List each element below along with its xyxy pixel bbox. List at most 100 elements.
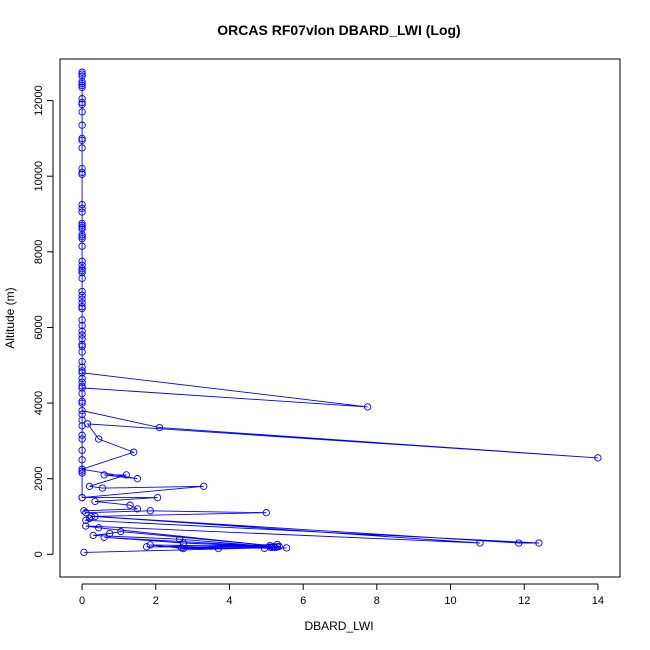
data-point-74 [83,420,92,428]
data-point-24 [78,225,86,233]
data-point-78 [133,475,142,483]
data-point-114 [214,544,223,553]
y-tick-label-2: 4000 [33,391,45,415]
data-point-52 [78,374,86,383]
x-axis-label: DBARD_LWI [304,619,373,633]
data-point-122 [266,543,274,551]
data-point-0 [78,68,86,76]
data-point-65 [78,467,86,475]
y-tick-label-3: 6000 [33,315,45,339]
data-point-75 [95,435,103,443]
y-axis: 0 2000 4000 6000 8000 10000 12000 [33,85,54,557]
data-point-14 [78,144,86,152]
data-point-89 [80,507,88,515]
data-point-28 [78,242,86,250]
x-tick-label-0: 0 [79,595,85,607]
x-tick-label-4: 8 [374,595,380,607]
y-tick-label-0: 0 [33,551,45,557]
data-point-50 [78,363,86,371]
data-point-43 [78,327,86,335]
data-point-41 [78,316,86,324]
y-tick-label-1: 2000 [33,466,45,490]
data-point-36 [78,291,86,299]
data-point-23 [78,223,86,231]
data-point-59 [78,416,86,424]
data-point-34 [78,274,86,282]
data-point-90 [82,509,90,517]
data-point-53 [78,378,86,386]
data-point-49 [78,357,86,366]
data-point-124 [80,548,88,557]
data-point-17 [78,170,86,178]
data-point-11 [78,121,86,129]
x-axis: 0 2 4 6 8 10 12 14 [79,583,604,607]
data-point-58 [78,410,86,419]
data-point-1 [78,70,86,78]
data-point-84 [78,493,86,502]
x-tick-label-3: 6 [300,595,306,607]
data-point-119 [275,542,283,551]
data-point-73 [594,454,602,462]
data-point-22 [78,221,86,230]
data-point-81 [85,482,94,490]
data-point-47 [78,342,86,351]
data-point-88 [133,505,142,513]
data-point-61 [78,431,86,439]
data-point-105 [89,531,97,540]
data-point-3 [78,78,86,86]
data-point-69 [363,403,372,411]
data-point-8 [78,98,86,107]
data-point-10 [78,108,86,116]
data-point-7 [78,95,86,103]
data-point-25 [78,231,86,239]
data-point-118 [177,544,186,552]
data-point-16 [78,168,86,177]
data-point-18 [78,200,86,209]
data-point-56 [78,397,86,405]
data-point-70 [78,384,86,392]
data-point-54 [78,382,86,390]
data-point-113 [282,544,291,552]
data-point-64 [78,456,86,464]
x-tick-label-5: 10 [444,595,456,607]
x-tick-label-1: 2 [153,595,159,607]
data-point-37 [78,295,86,303]
data-point-40 [78,304,86,313]
data-point-5 [78,81,86,90]
data-point-116 [142,543,151,551]
data-point-77 [78,465,86,473]
data-point-2 [78,72,86,80]
data-point-48 [78,348,86,356]
data-point-93 [87,512,95,521]
data-point-30 [78,261,86,269]
x-tick-label-7: 14 [592,595,604,607]
data-point-103 [117,527,125,536]
data-point-80 [122,471,130,479]
data-point-76 [130,448,138,456]
data-point-39 [78,303,86,311]
x-tick-label-6: 12 [518,595,530,607]
data-point-35 [78,287,86,296]
data-point-68 [78,369,86,377]
x-tick-label-2: 4 [226,595,232,607]
series-layer [78,68,602,557]
data-point-101 [95,524,103,532]
data-point-123 [271,543,280,552]
data-point-26 [78,233,86,241]
data-point-85 [153,493,162,502]
data-point-71 [78,406,86,415]
data-point-4 [78,79,86,88]
y-axis-label: Altitude (m) [3,287,17,348]
data-point-31 [78,265,86,273]
y-tick-label-4: 8000 [33,240,45,264]
data-point-111 [146,541,154,549]
y-tick-label-5: 10000 [33,161,45,192]
data-point-79 [100,471,108,479]
data-point-21 [78,219,86,228]
data-point-38 [78,299,86,307]
data-point-72 [155,423,164,432]
data-point-96 [535,539,543,547]
data-point-45 [78,335,86,343]
data-point-62 [78,435,86,443]
